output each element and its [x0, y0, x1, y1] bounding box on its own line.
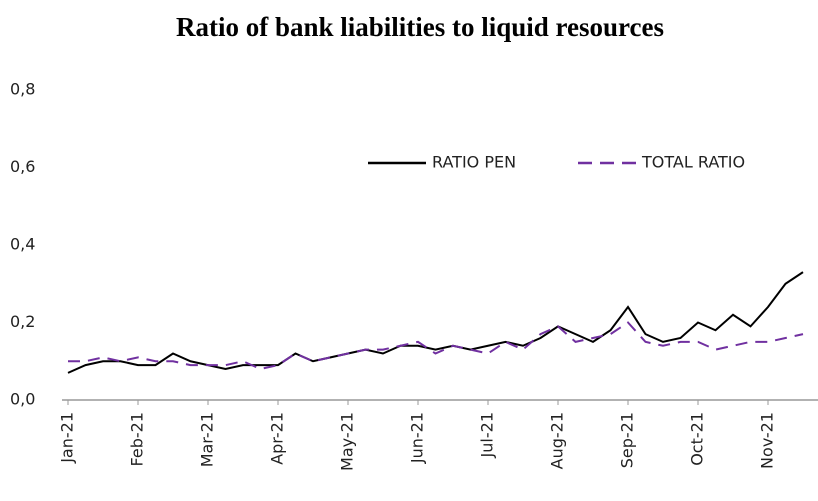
x-tick-label: Jun-21	[408, 412, 427, 464]
x-tick-label: Apr-21	[268, 412, 287, 465]
y-tick-label: 0,2	[10, 312, 35, 331]
x-tick-label: Sep-21	[618, 412, 637, 468]
x-tick-label: Jul-21	[478, 412, 497, 458]
x-tick-label: Oct-21	[688, 412, 707, 466]
y-tick-label: 0,0	[10, 390, 35, 409]
x-tick-label: Mar-21	[198, 412, 217, 467]
chart-title: Ratio of bank liabilities to liquid reso…	[176, 12, 664, 42]
x-tick-label: Aug-21	[548, 412, 567, 469]
series-line	[67, 271, 804, 374]
x-tick-label: May-21	[338, 412, 357, 471]
x-tick-label: Feb-21	[128, 412, 147, 466]
x-tick-label: Nov-21	[758, 412, 777, 469]
legend-label: RATIO PEN	[432, 153, 516, 172]
y-tick-label: 0,8	[10, 80, 35, 99]
y-tick-label: 0,6	[10, 157, 35, 176]
series-line	[68, 321, 804, 371]
legend-label: TOTAL RATIO	[641, 153, 745, 172]
x-tick-label: Jan-21	[58, 412, 77, 464]
y-tick-label: 0,4	[10, 235, 35, 254]
